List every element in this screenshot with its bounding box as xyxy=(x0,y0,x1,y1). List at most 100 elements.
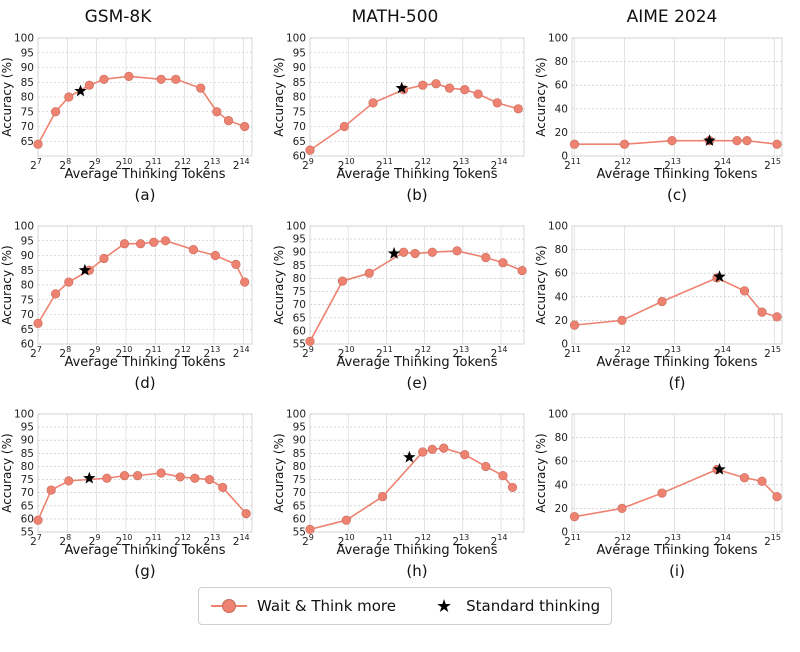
y-axis-label: Accuracy (%) xyxy=(534,57,548,136)
x-axis-label: Average Thinking Tokens xyxy=(596,167,757,182)
data-point xyxy=(772,139,782,149)
y-tick-label: 90 xyxy=(293,247,306,259)
y-tick-label: 80 xyxy=(21,280,34,292)
y-axis-label: Accuracy (%) xyxy=(272,57,286,136)
standard-thinking-star xyxy=(78,263,92,276)
y-tick-label: 0 xyxy=(561,339,568,351)
y-axis-label: Accuracy (%) xyxy=(272,245,286,324)
y-tick-label: 70 xyxy=(21,121,34,133)
panel-label: (f) xyxy=(669,374,686,392)
y-tick-label: 60 xyxy=(21,513,34,525)
x-tick-label: 29 xyxy=(89,157,101,172)
data-point xyxy=(364,268,374,278)
y-tick-label: 80 xyxy=(293,92,306,104)
y-tick-label: 65 xyxy=(293,136,306,148)
y-tick-label: 85 xyxy=(21,265,34,277)
y-axis-label: Accuracy (%) xyxy=(272,433,286,512)
standard-thinking-star xyxy=(74,84,87,97)
y-axis-label: Accuracy (%) xyxy=(534,433,548,512)
column-title-aime2024: AIME 2024 xyxy=(627,7,718,27)
y-tick-label: 85 xyxy=(21,448,34,460)
data-point xyxy=(196,83,206,93)
x-tick-label: 28 xyxy=(59,533,71,548)
data-point xyxy=(99,253,109,264)
x-axis-label: Average Thinking Tokens xyxy=(336,543,497,558)
data-point xyxy=(305,145,315,155)
data-point xyxy=(418,80,428,90)
data-point xyxy=(119,471,130,481)
y-tick-label: 90 xyxy=(21,435,34,447)
data-point xyxy=(241,509,251,519)
data-point xyxy=(119,239,130,249)
panel-label: (g) xyxy=(134,562,155,580)
data-point xyxy=(160,236,171,246)
data-point xyxy=(757,307,767,317)
y-tick-label: 65 xyxy=(21,136,34,148)
standard-thinking-star xyxy=(713,462,726,475)
x-axis-label: Average Thinking Tokens xyxy=(64,167,225,182)
plot-frame xyxy=(571,225,783,345)
data-point xyxy=(99,74,109,84)
data-point xyxy=(378,492,388,502)
data-point xyxy=(742,136,752,146)
data-point xyxy=(50,107,61,117)
data-point xyxy=(156,468,166,478)
data-point xyxy=(399,247,409,257)
data-point xyxy=(33,139,43,149)
legend-item-series: Wait & Think more xyxy=(211,597,396,615)
data-point xyxy=(460,450,470,460)
x-tick-label: 215 xyxy=(764,157,781,172)
plot-frame xyxy=(309,413,525,533)
data-point xyxy=(444,83,455,93)
y-tick-label: 65 xyxy=(21,500,34,512)
standard-thinking-star xyxy=(83,471,96,484)
y-axis-label: Accuracy (%) xyxy=(534,245,548,324)
standard-thinking-star xyxy=(713,270,726,282)
panel-label: (h) xyxy=(406,562,427,580)
panel-label: (d) xyxy=(134,374,155,392)
y-tick-label: 100 xyxy=(286,221,306,233)
data-point xyxy=(50,289,61,299)
y-tick-label: 60 xyxy=(555,80,568,92)
y-tick-label: 70 xyxy=(293,121,306,133)
y-tick-label: 95 xyxy=(21,422,34,434)
plot-frame xyxy=(571,413,783,533)
x-tick-label: 29 xyxy=(89,533,101,548)
data-point xyxy=(513,104,523,114)
data-point xyxy=(481,461,491,472)
y-tick-label: 95 xyxy=(21,235,34,247)
legend-series-label: Wait & Think more xyxy=(257,597,396,615)
x-tick-label: 29 xyxy=(302,533,314,548)
y-tick-label: 95 xyxy=(293,47,306,59)
y-tick-label: 40 xyxy=(555,479,568,491)
y-tick-label: 80 xyxy=(555,432,568,444)
standard-thinking-star xyxy=(387,247,401,259)
data-point xyxy=(305,336,315,346)
y-tick-label: 60 xyxy=(555,456,568,468)
y-tick-label: 75 xyxy=(21,106,34,118)
x-axis-label: Average Thinking Tokens xyxy=(596,543,757,558)
data-point xyxy=(136,239,146,249)
data-point xyxy=(204,474,215,485)
y-tick-label: 60 xyxy=(293,325,306,337)
y-tick-label: 90 xyxy=(293,435,306,447)
data-point xyxy=(124,71,134,81)
y-tick-label: 60 xyxy=(293,513,306,525)
y-tick-label: 100 xyxy=(548,221,568,233)
data-point xyxy=(368,98,378,108)
x-axis-label: Average Thinking Tokens xyxy=(336,167,497,182)
y-axis-label: Accuracy (%) xyxy=(0,245,14,324)
data-point xyxy=(240,277,250,287)
y-tick-label: 100 xyxy=(286,409,306,421)
data-point xyxy=(240,121,250,132)
data-point xyxy=(46,485,56,495)
plot-frame xyxy=(37,413,253,533)
y-tick-label: 75 xyxy=(21,294,34,306)
data-point xyxy=(617,315,627,326)
data-point xyxy=(569,512,580,522)
data-point xyxy=(439,443,449,453)
x-axis-label: Average Thinking Tokens xyxy=(64,355,225,370)
